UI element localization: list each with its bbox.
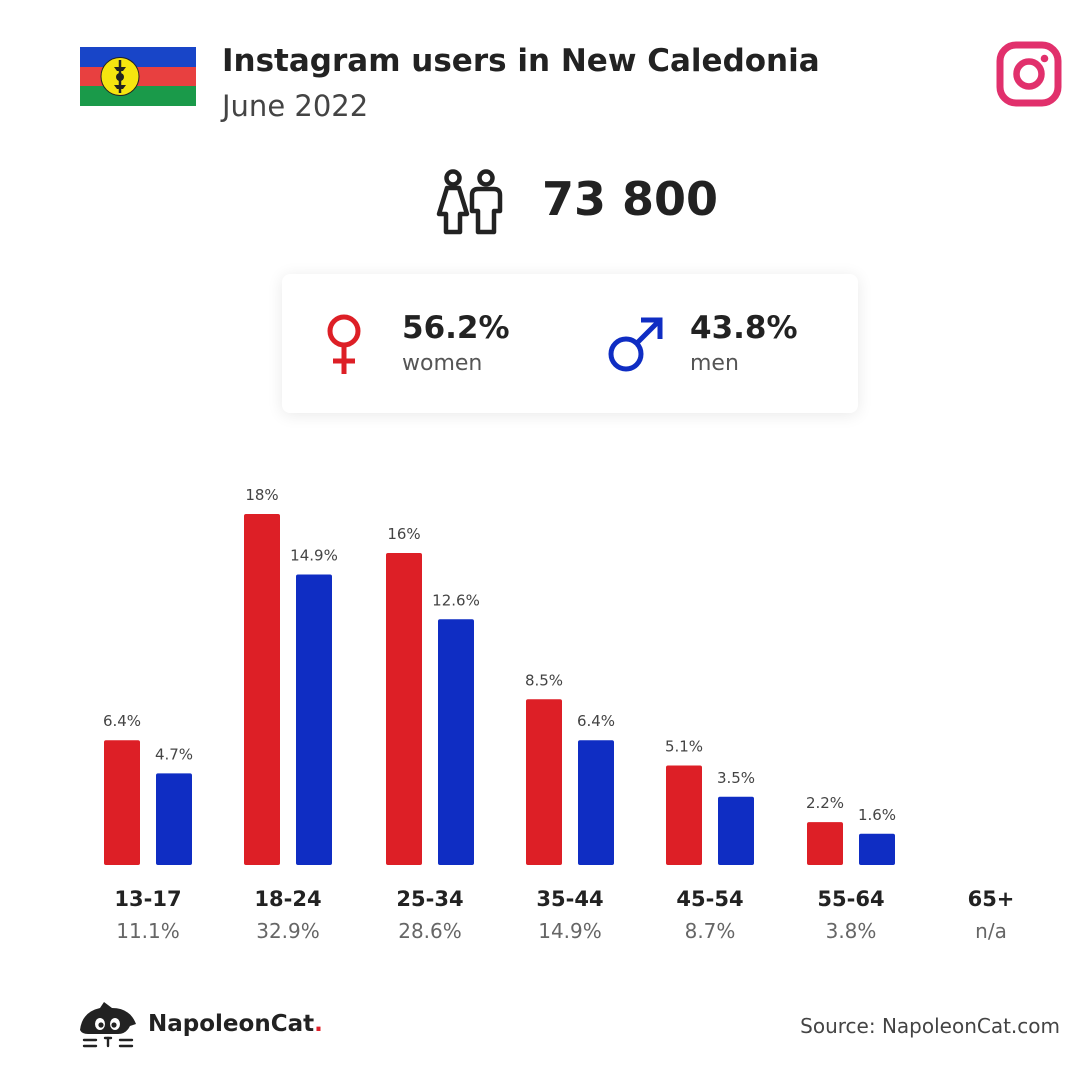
group-total-45-54: 8.7% — [685, 919, 736, 943]
chart-subtitle: June 2022 — [222, 89, 369, 123]
category-label-55-64: 55-64 — [817, 887, 884, 911]
men-percentage: 43.8% — [690, 310, 798, 346]
bar-women-25-34 — [386, 553, 422, 865]
bar-men-25-34 — [438, 619, 474, 865]
bar-men-18-24 — [296, 574, 332, 865]
value-label-men-45-54: 3.5% — [717, 769, 755, 787]
group-total-18-24: 32.9% — [256, 919, 320, 943]
bar-women-18-24 — [244, 514, 280, 865]
bar-women-55-64 — [807, 822, 843, 865]
value-label-women-13-17: 6.4% — [103, 712, 141, 730]
group-total-65+: n/a — [975, 919, 1007, 943]
value-label-men-35-44: 6.4% — [577, 712, 615, 730]
instagram-icon — [996, 41, 1062, 107]
bar-men-55-64 — [859, 833, 895, 865]
value-label-men-25-34: 12.6% — [432, 591, 480, 609]
value-label-men-13-17: 4.7% — [155, 745, 193, 763]
category-label-18-24: 18-24 — [254, 887, 321, 911]
total-users-value: 73 800 — [542, 172, 719, 226]
bar-men-45-54 — [718, 796, 754, 865]
men-label: men — [690, 351, 739, 376]
source-credit: Source: NapoleonCat.com — [800, 1014, 1060, 1038]
brand-name: NapoleonCat. — [148, 1011, 323, 1037]
female-symbol-icon — [327, 314, 361, 374]
value-label-women-35-44: 8.5% — [525, 671, 563, 689]
brand-dot: . — [314, 1011, 323, 1037]
value-label-women-18-24: 18% — [245, 486, 278, 504]
group-total-35-44: 14.9% — [538, 919, 602, 943]
group-total-13-17: 11.1% — [116, 919, 180, 943]
bar-women-45-54 — [666, 765, 702, 865]
value-label-women-55-64: 2.2% — [806, 794, 844, 812]
bar-women-35-44 — [526, 699, 562, 865]
group-total-25-34: 28.6% — [398, 919, 462, 943]
value-label-women-45-54: 5.1% — [665, 738, 703, 756]
category-label-13-17: 13-17 — [114, 887, 181, 911]
women-label: women — [402, 351, 483, 376]
group-total-55-64: 3.8% — [826, 919, 877, 943]
value-label-women-25-34: 16% — [387, 525, 420, 543]
new-caledonia-flag-icon — [80, 47, 196, 106]
bar-men-35-44 — [578, 740, 614, 865]
women-percentage: 56.2% — [402, 310, 510, 346]
chart-title: Instagram users in New Caledonia — [222, 43, 820, 79]
category-label-65+: 65+ — [968, 887, 1015, 911]
bar-women-13-17 — [104, 740, 140, 865]
users-icon — [436, 169, 503, 235]
category-label-45-54: 45-54 — [676, 887, 743, 911]
napoleoncat-logo-icon — [80, 1002, 136, 1048]
category-label-25-34: 25-34 — [396, 887, 463, 911]
bar-men-13-17 — [156, 773, 192, 865]
brand-name-text: NapoleonCat — [148, 1011, 315, 1037]
value-label-men-18-24: 14.9% — [290, 546, 338, 564]
male-symbol-icon — [608, 317, 663, 372]
value-label-men-55-64: 1.6% — [858, 806, 896, 824]
gender-card: 56.2% women 43.8% men — [282, 274, 858, 413]
category-label-35-44: 35-44 — [536, 887, 603, 911]
